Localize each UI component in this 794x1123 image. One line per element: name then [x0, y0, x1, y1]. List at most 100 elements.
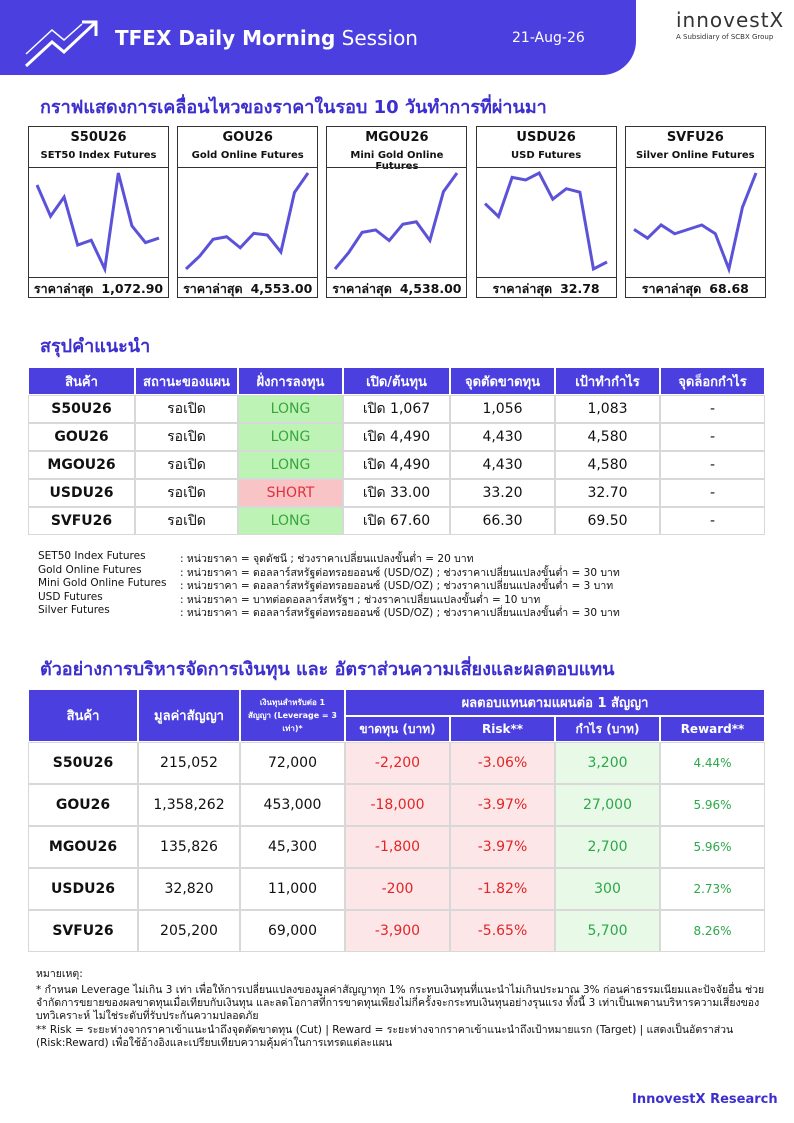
table-header: สินค้า [28, 367, 135, 395]
table-cell: เปิด 4,490 [343, 423, 450, 451]
divider [476, 167, 616, 168]
price-card: GOU26 Gold Online Futures ราคาล่าสุด 4,553.… [177, 126, 319, 299]
table-cell: -18,000 [345, 784, 450, 826]
symbol: S50U26 [70, 130, 127, 145]
divider [178, 277, 318, 278]
note-label: Mini Gold Online Futures [38, 577, 167, 589]
note-text: : หน่วยราคา = จุดดัชนี ; ช่วงราคาเปลี่ยน… [180, 553, 474, 565]
table-cell: เปิด 33.00 [343, 479, 450, 507]
last-label: ราคาล่าสุด [492, 281, 553, 296]
footnote: หมายเหตุ: [36, 968, 83, 980]
table-cell: LONG [238, 451, 343, 479]
table-cell: 32.70 [555, 479, 660, 507]
table-cell: 32,820 [138, 868, 240, 910]
table-cell: 3,200 [555, 742, 660, 784]
last-label: ราคาล่าสุด [183, 281, 243, 296]
last-price-row: ราคาล่าสุด 4,553.00 [178, 279, 317, 299]
table-header: Reward** [660, 716, 765, 742]
section-title: ตัวอย่างการบริหารจัดการเงินทุน และ อัตรา… [40, 659, 615, 680]
table-cell: -2,200 [345, 742, 450, 784]
table-cell: S50U26 [28, 395, 135, 423]
table-cell: LONG [238, 395, 343, 423]
sparkline [185, 172, 310, 271]
header-icon [24, 20, 98, 68]
table-cell: SHORT [238, 479, 343, 507]
table-cell: 4,430 [450, 451, 555, 479]
footnote: * กำหนด Leverage ไม่เกิน 3 เท่า เพื่อให้… [36, 984, 765, 1022]
price-card: MGOU26 Mini Gold Online Futures ราคาล่าสุด… [326, 126, 468, 299]
table-cell: 72,000 [240, 742, 345, 784]
table-cell: เปิด 1,067 [343, 395, 450, 423]
table-header: ฝั่งการลงทุน [238, 367, 343, 395]
product-name: USD Futures [511, 150, 582, 161]
table-group-header: ผลตอบแทนตามแผนต่อ 1 สัญญา [345, 689, 765, 716]
footer: InnovestX Research [632, 1092, 778, 1107]
sparkline [334, 172, 459, 270]
table-header: มูลค่าสัญญา [138, 689, 240, 742]
table-cell: รอเปิด [135, 395, 238, 423]
table-cell: MGOU26 [28, 826, 138, 868]
header-date: 21-Aug-26 [512, 30, 585, 46]
product-name: Mini Gold Online Futures [350, 150, 444, 172]
note-label: SET50 Index Futures [38, 550, 146, 562]
footnote: ** Risk = ระยะห่างจากราคาเข้าแนะนำถึงจุด… [36, 1024, 734, 1049]
table-cell: 66.30 [450, 507, 555, 535]
table-header: สถานะของแผน [135, 367, 238, 395]
table-cell: 4.44% [660, 742, 765, 784]
last-price-row: ราคาล่าสุด 4,538.00 [327, 279, 466, 299]
price-card: SVFU26 Silver Online Futures ราคาล่าสุด 68.… [624, 126, 766, 298]
last-price: 68.68 [709, 281, 749, 296]
table-cell: USDU26 [28, 868, 138, 910]
last-price-row: ราคาล่าสุด 32.78 [477, 279, 616, 299]
divider [476, 277, 616, 278]
table-cell: 5,700 [555, 910, 660, 952]
sparkline [632, 172, 758, 275]
table-cell: 4,580 [555, 423, 660, 451]
table-cell: 2.73% [660, 868, 765, 910]
divider [625, 167, 765, 168]
note-text: : หน่วยราคา = ดอลลาร์สหรัฐต่อทรอยออนซ์ (… [180, 566, 620, 579]
last-price: 32.78 [560, 281, 600, 296]
product-name: Gold Online Futures [191, 150, 304, 161]
sparkline-chart [483, 170, 608, 272]
table-cell: 4,580 [555, 451, 660, 479]
sparkline [483, 170, 608, 272]
table-header: ขาดทุน (บาท) [345, 716, 450, 742]
table-cell: MGOU26 [28, 451, 135, 479]
note-text: : หน่วยราคา = บาทต่อดอลลาร์สหรัฐฯ ; ช่วง… [180, 593, 541, 606]
note-label: USD Futures [38, 590, 103, 603]
product-name: SET50 Index Futures [40, 150, 157, 161]
symbol: USDU26 [516, 130, 576, 145]
table-header: สินค้า [28, 689, 138, 742]
table-cell: 300 [555, 868, 660, 910]
table-cell: 4,430 [450, 423, 555, 451]
note-text: : หน่วยราคา = ดอลลาร์สหรัฐต่อทรอยออนซ์ (… [180, 607, 620, 619]
table-header: Risk** [450, 716, 555, 742]
table-header: จุดล็อกกำไร [660, 367, 765, 395]
table-cell: -3.97% [450, 784, 555, 826]
divider [29, 277, 168, 278]
divider [29, 167, 168, 168]
table-cell: USDU26 [28, 479, 135, 507]
price-card: USDU26 USD Futures ราคาล่าสุด 32.78 [475, 126, 617, 299]
table-cell: -3.97% [450, 826, 555, 868]
product-name: Silver Online Futures [635, 150, 755, 161]
table-cell: - [660, 479, 765, 507]
table-cell: 8.26% [660, 910, 765, 952]
last-label: ราคาล่าสุด [332, 281, 392, 296]
table-cell: - [660, 423, 765, 451]
table-cell: LONG [238, 507, 343, 535]
table-cell: 1,056 [450, 395, 555, 423]
table-cell: -200 [345, 868, 450, 910]
table-header: กำไร (บาท) [555, 716, 660, 742]
symbol: GOU26 [222, 130, 273, 145]
table-cell: - [660, 451, 765, 479]
last-price: 4,553.00 [250, 281, 313, 296]
table-cell: เปิด 4,490 [343, 451, 450, 479]
sparkline-chart [632, 172, 758, 275]
table-cell: 135,826 [138, 826, 240, 868]
table-cell: -1.82% [450, 868, 555, 910]
divider [327, 277, 467, 278]
note-label: Silver Futures [38, 604, 110, 616]
divider [327, 167, 467, 168]
